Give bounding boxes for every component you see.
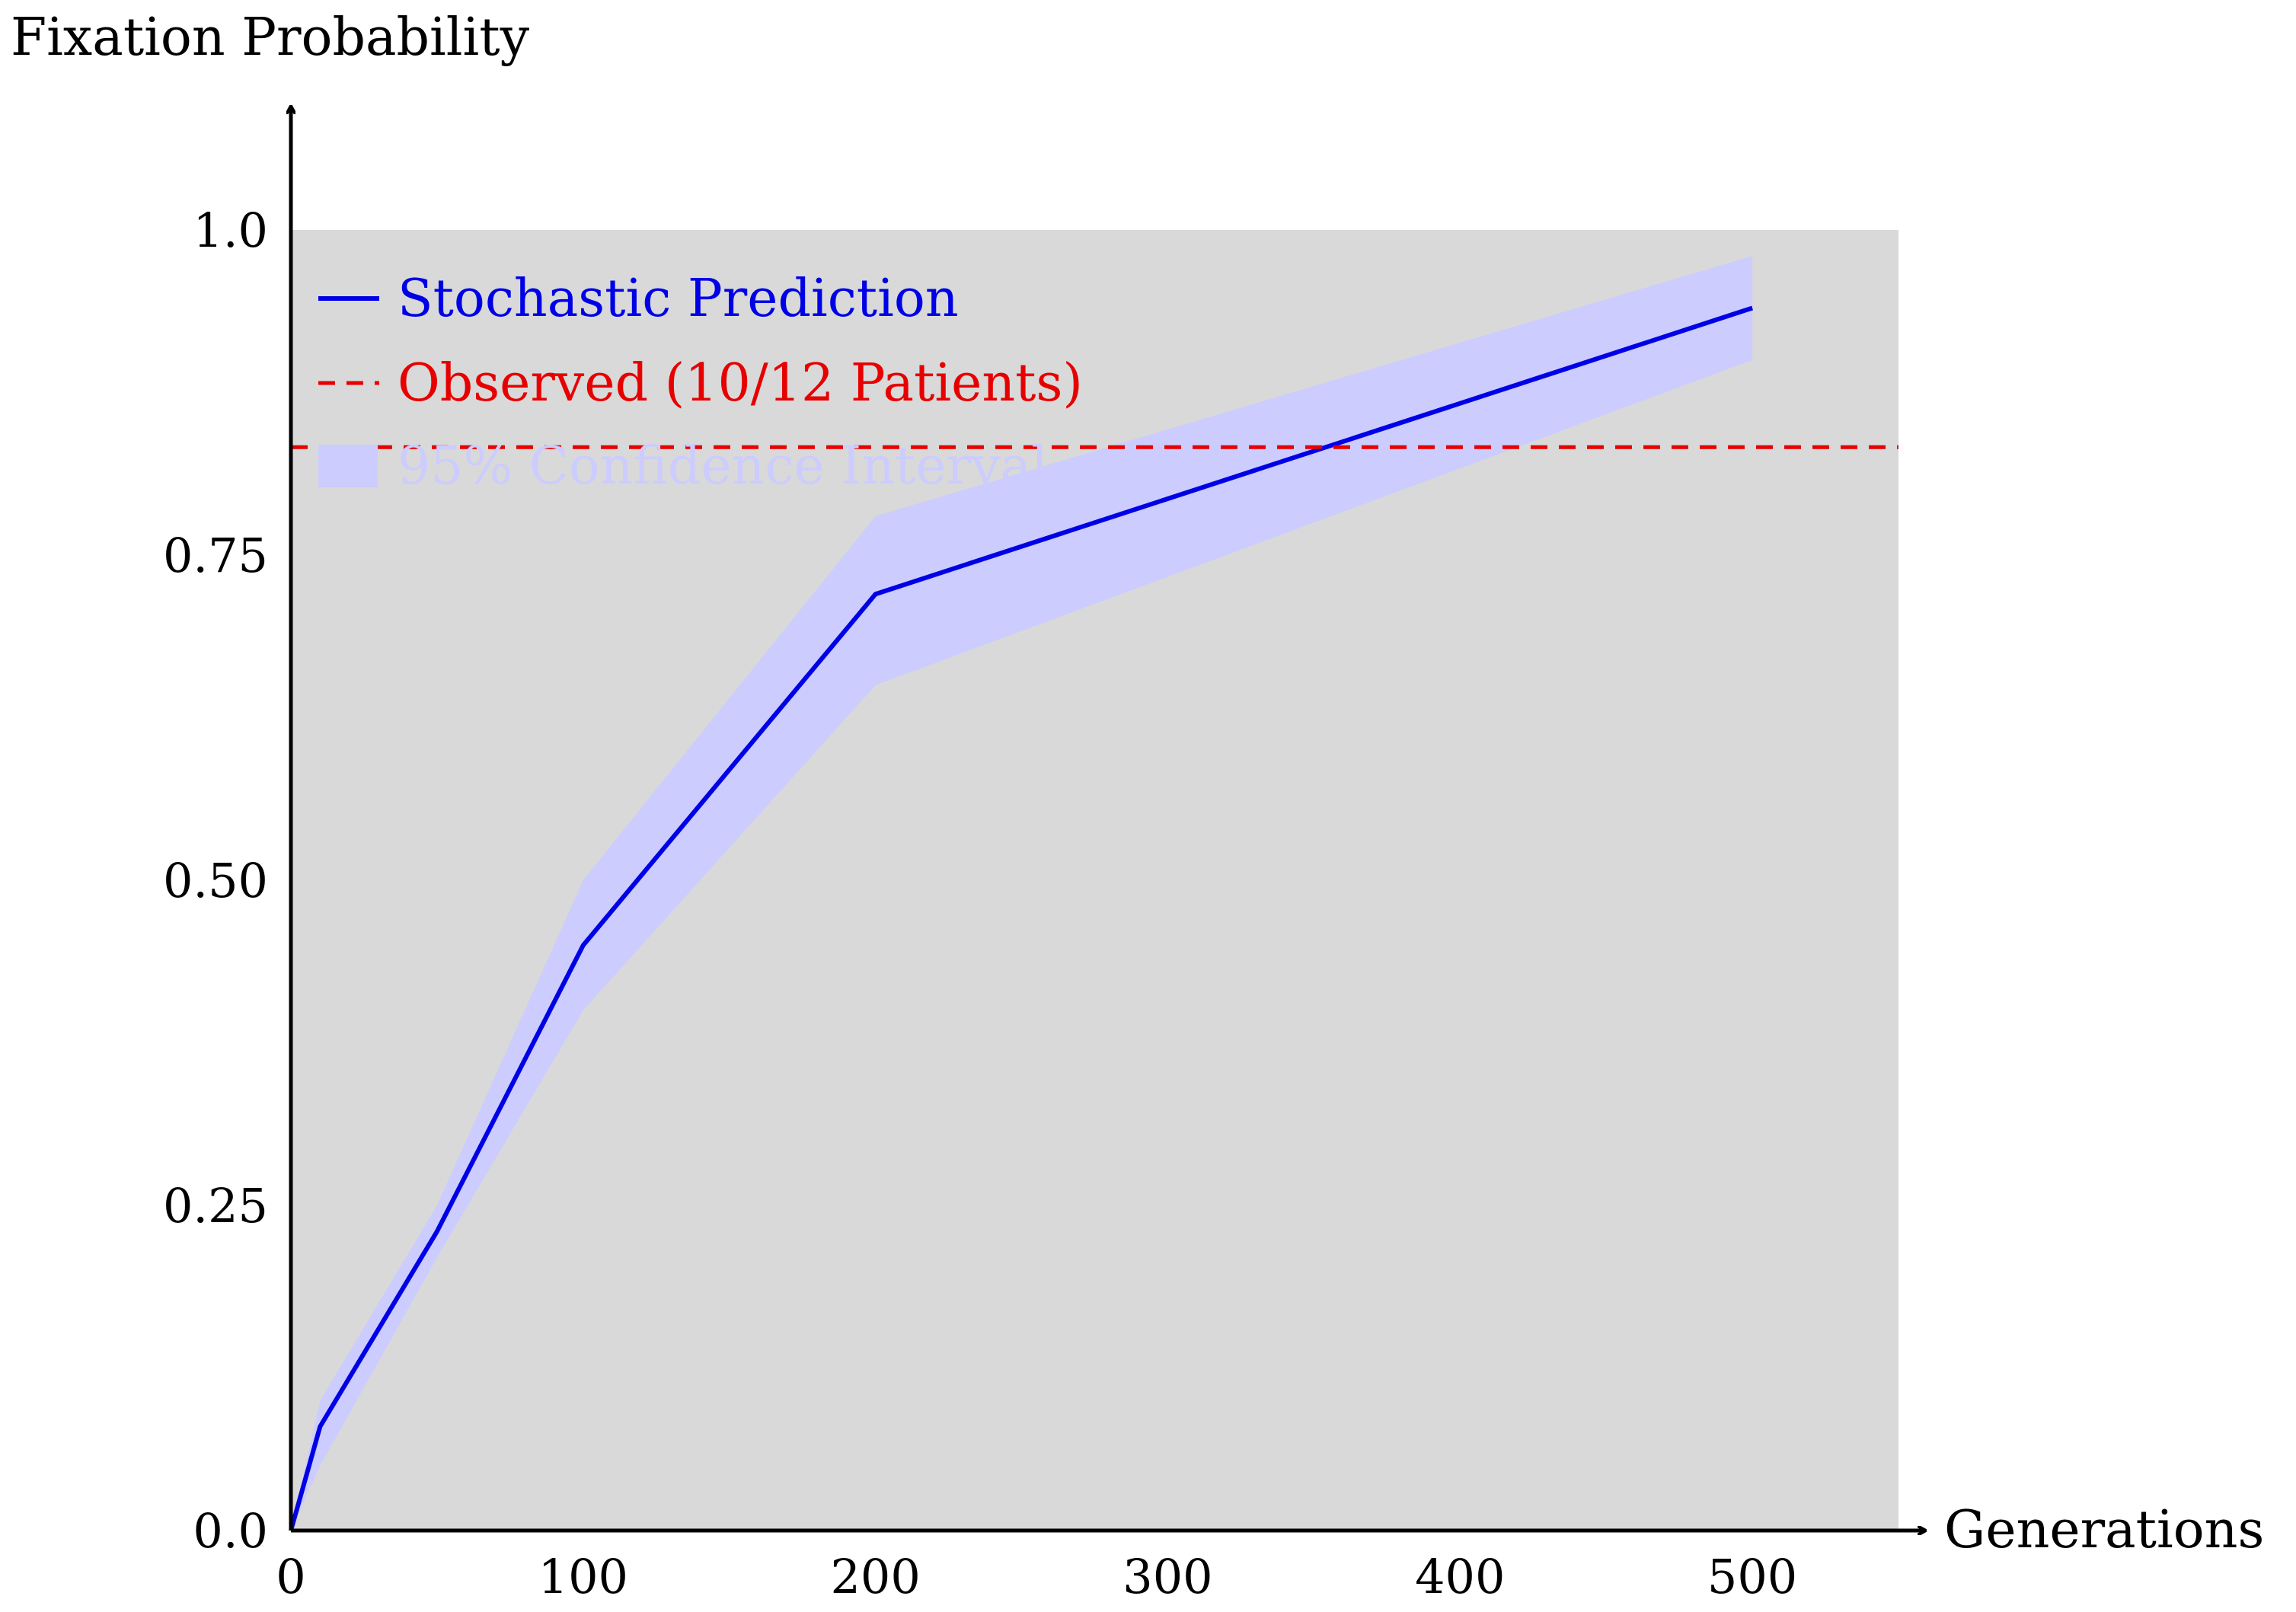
x-tick-label: 500 [1707,1549,1797,1604]
legend-label: Stochastic Prediction [398,269,959,329]
prediction-line [289,305,1754,1531]
y-tick-label: 0.25 [163,1178,268,1234]
y-tick-label: 0.75 [163,528,268,583]
x-tick-label: 0 [276,1549,305,1604]
x-tick-label: 300 [1122,1549,1212,1604]
x-tick-label: 200 [830,1549,920,1604]
legend-swatch-band [318,445,378,487]
y-tick-label: 0.50 [163,853,268,908]
y-tick-label: 1.0 [193,203,268,258]
x-tick-label: 100 [538,1549,628,1604]
plot-area-background [291,230,1898,1531]
y-tick-label: 0.0 [193,1503,268,1559]
legend-label: Observed (10/12 Patients) [398,353,1083,413]
legend-label: 95% Confidence Interval [398,436,1048,496]
confidence-band [291,256,1753,1531]
x-axis-label: Generations [1944,1500,2264,1560]
x-tick-label: 400 [1415,1549,1505,1604]
y-axis-label: Fixation Probability [11,8,530,68]
